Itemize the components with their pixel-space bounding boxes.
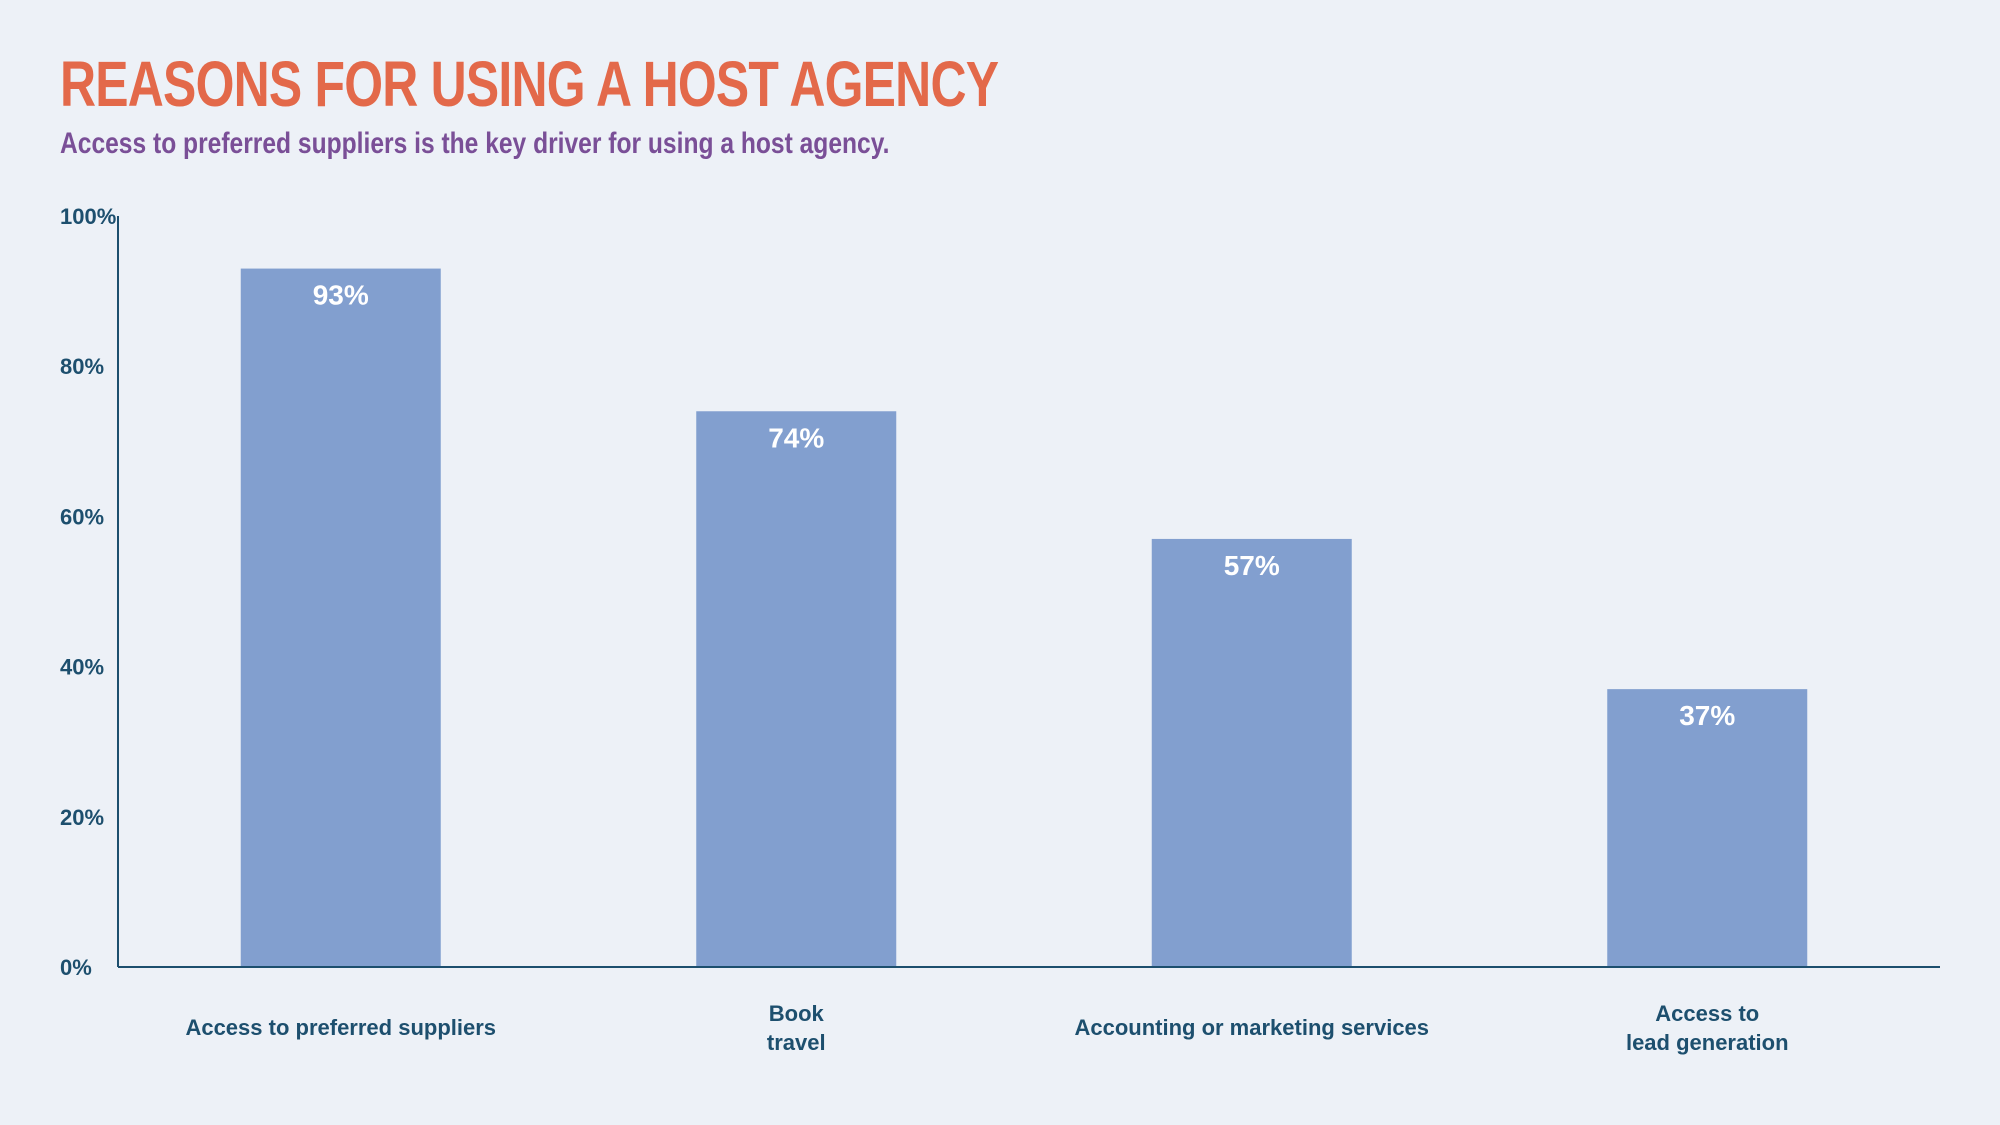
x-category-label: Book travel (767, 1001, 826, 1055)
y-tick-label: 80% (60, 354, 104, 379)
bar (696, 411, 897, 967)
x-category-label-line: travel (767, 1030, 826, 1055)
bars (240, 268, 1808, 967)
bar-value-label: 74% (768, 422, 824, 453)
chart-subtitle: Access to preferred suppliers is the key… (60, 127, 890, 160)
chart-title: REASONS FOR USING A HOST AGENCY (60, 48, 999, 120)
bar-value-label: 37% (1679, 700, 1735, 731)
x-category-label: Access to lead generation (1626, 1001, 1789, 1055)
y-axis-tick-labels: 0% 20% 40% 60% 80% 100% (60, 204, 116, 980)
x-category-label-line: Access to (1655, 1001, 1759, 1026)
y-tick-label: 0% (60, 955, 92, 980)
bar-value-label: 93% (313, 280, 369, 311)
y-tick-label: 100% (60, 204, 116, 229)
y-tick-label: 20% (60, 805, 104, 830)
bar-value-labels: 93% 74% 57% 37% (313, 280, 1736, 732)
x-category-label-line: Book (769, 1001, 825, 1026)
y-tick-label: 40% (60, 655, 104, 680)
bar (240, 268, 441, 967)
x-category-label-line: Access to preferred suppliers (185, 1015, 496, 1040)
x-axis-category-labels: Access to preferred suppliers Book travel A… (185, 1001, 1788, 1055)
x-category-label: Accounting or marketing services (1074, 1015, 1429, 1040)
x-category-label-line: lead generation (1626, 1030, 1789, 1055)
x-category-label: Access to preferred suppliers (185, 1015, 496, 1040)
bar-value-label: 57% (1224, 550, 1280, 581)
y-tick-label: 60% (60, 504, 104, 529)
bar (1151, 538, 1352, 967)
bar (1607, 689, 1808, 967)
x-category-label-line: Accounting or marketing services (1074, 1015, 1429, 1040)
